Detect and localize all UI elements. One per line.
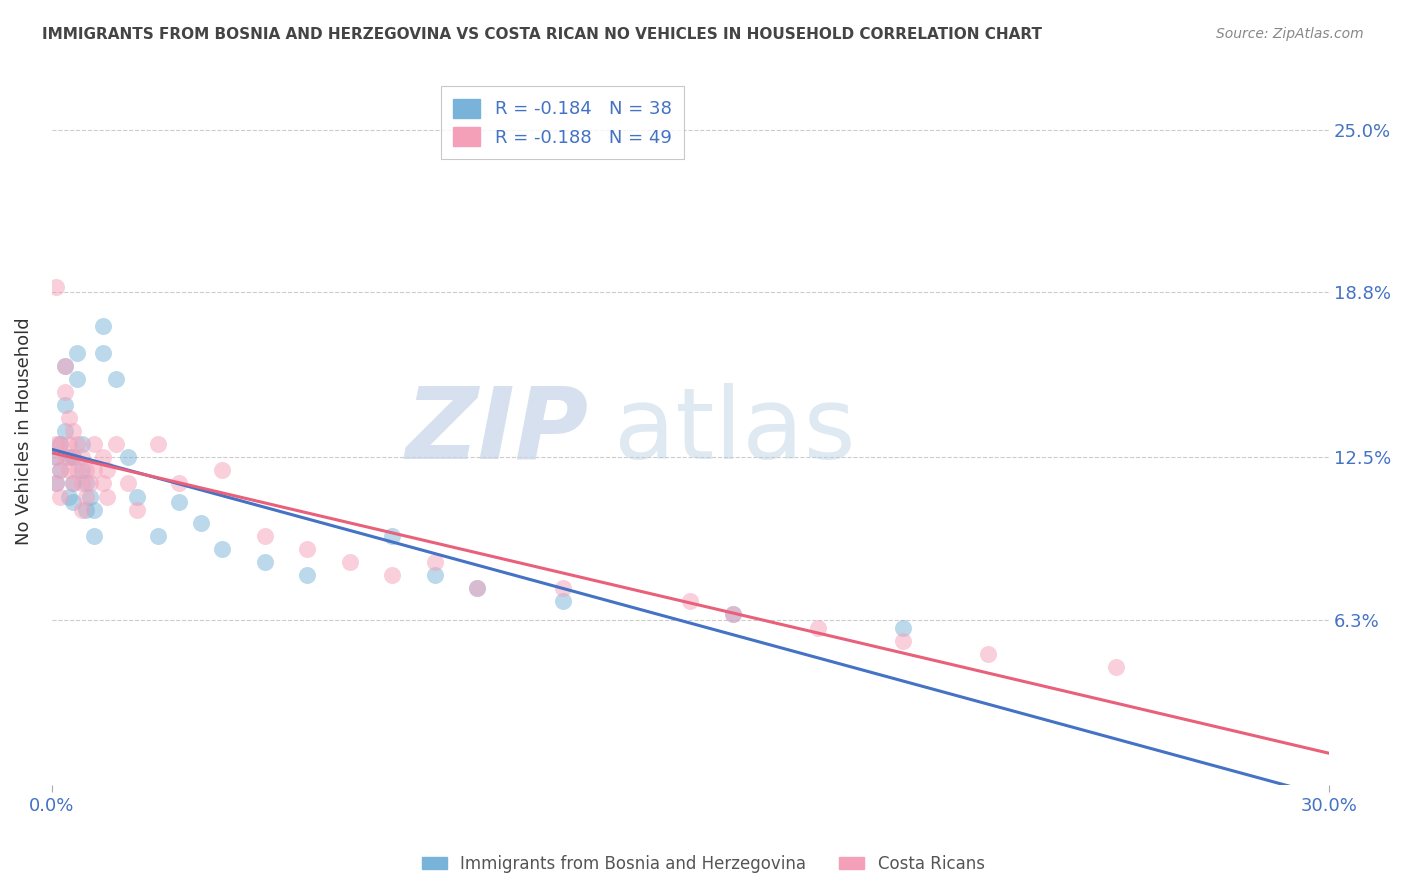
Text: ZIP: ZIP bbox=[405, 383, 588, 480]
Point bbox=[45, 450, 67, 465]
Point bbox=[58, 450, 80, 465]
Point bbox=[91, 319, 114, 334]
Legend: R = -0.184   N = 38, R = -0.188   N = 49: R = -0.184 N = 38, R = -0.188 N = 49 bbox=[440, 87, 685, 160]
Point bbox=[83, 437, 105, 451]
Point bbox=[62, 450, 84, 465]
Point bbox=[253, 555, 276, 569]
Point bbox=[381, 568, 404, 582]
Point bbox=[45, 280, 67, 294]
Point bbox=[423, 555, 446, 569]
Point bbox=[253, 529, 276, 543]
Text: Source: ZipAtlas.com: Source: ZipAtlas.com bbox=[1216, 27, 1364, 41]
Point bbox=[49, 437, 72, 451]
Point bbox=[807, 621, 830, 635]
Point bbox=[96, 490, 118, 504]
Point bbox=[62, 495, 84, 509]
Point bbox=[551, 594, 574, 608]
Point bbox=[79, 490, 101, 504]
Point bbox=[891, 633, 914, 648]
Point bbox=[104, 437, 127, 451]
Point bbox=[83, 502, 105, 516]
Point bbox=[49, 463, 72, 477]
Point bbox=[49, 463, 72, 477]
Point bbox=[679, 594, 702, 608]
Point bbox=[467, 582, 489, 596]
Point bbox=[977, 647, 1000, 661]
Point bbox=[75, 476, 97, 491]
Point bbox=[58, 437, 80, 451]
Point bbox=[75, 463, 97, 477]
Point bbox=[70, 476, 93, 491]
Point bbox=[66, 372, 89, 386]
Point bbox=[125, 502, 148, 516]
Point bbox=[53, 359, 76, 373]
Point bbox=[211, 463, 233, 477]
Point bbox=[169, 476, 191, 491]
Point bbox=[721, 607, 744, 622]
Point bbox=[551, 582, 574, 596]
Point bbox=[91, 450, 114, 465]
Text: IMMIGRANTS FROM BOSNIA AND HERZEGOVINA VS COSTA RICAN NO VEHICLES IN HOUSEHOLD C: IMMIGRANTS FROM BOSNIA AND HERZEGOVINA V… bbox=[42, 27, 1042, 42]
Point bbox=[83, 463, 105, 477]
Point bbox=[66, 463, 89, 477]
Point bbox=[125, 490, 148, 504]
Point bbox=[62, 450, 84, 465]
Point bbox=[62, 476, 84, 491]
Point bbox=[58, 463, 80, 477]
Point bbox=[96, 463, 118, 477]
Point bbox=[381, 529, 404, 543]
Point bbox=[75, 490, 97, 504]
Point bbox=[45, 437, 67, 451]
Point bbox=[467, 582, 489, 596]
Point bbox=[53, 398, 76, 412]
Point bbox=[70, 463, 93, 477]
Point bbox=[66, 345, 89, 359]
Point bbox=[91, 345, 114, 359]
Point bbox=[104, 372, 127, 386]
Point bbox=[148, 529, 170, 543]
Point bbox=[62, 476, 84, 491]
Point bbox=[117, 450, 139, 465]
Point bbox=[295, 541, 318, 556]
Point bbox=[53, 384, 76, 399]
Point bbox=[58, 490, 80, 504]
Point bbox=[423, 568, 446, 582]
Point bbox=[66, 437, 89, 451]
Y-axis label: No Vehicles in Household: No Vehicles in Household bbox=[15, 318, 32, 545]
Point bbox=[295, 568, 318, 582]
Point bbox=[62, 424, 84, 438]
Point bbox=[117, 476, 139, 491]
Point bbox=[169, 495, 191, 509]
Point bbox=[53, 450, 76, 465]
Point bbox=[211, 541, 233, 556]
Point bbox=[83, 529, 105, 543]
Point bbox=[339, 555, 361, 569]
Point bbox=[75, 502, 97, 516]
Point bbox=[53, 424, 76, 438]
Text: atlas: atlas bbox=[613, 383, 855, 480]
Point bbox=[45, 476, 67, 491]
Point bbox=[91, 476, 114, 491]
Point bbox=[49, 437, 72, 451]
Point bbox=[190, 516, 212, 530]
Point bbox=[70, 502, 93, 516]
Point bbox=[79, 476, 101, 491]
Point bbox=[45, 450, 67, 465]
Point bbox=[58, 411, 80, 425]
Point bbox=[70, 437, 93, 451]
Point bbox=[891, 621, 914, 635]
Point bbox=[148, 437, 170, 451]
Legend: Immigrants from Bosnia and Herzegovina, Costa Ricans: Immigrants from Bosnia and Herzegovina, … bbox=[415, 848, 991, 880]
Point bbox=[49, 490, 72, 504]
Point bbox=[70, 450, 93, 465]
Point bbox=[53, 359, 76, 373]
Point bbox=[45, 476, 67, 491]
Point bbox=[721, 607, 744, 622]
Point bbox=[1105, 660, 1128, 674]
